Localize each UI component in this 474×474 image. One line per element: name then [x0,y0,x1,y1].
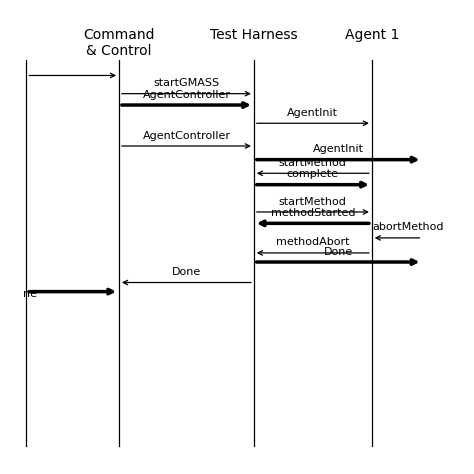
Text: Test Harness: Test Harness [210,27,298,42]
Text: methodAbort: methodAbort [276,237,350,247]
Text: startMethod: startMethod [279,197,347,207]
Text: AgentInit: AgentInit [287,108,338,118]
Text: AgentInit: AgentInit [313,144,364,154]
Text: complete: complete [287,169,339,179]
Text: ne: ne [23,289,37,299]
Text: AgentController: AgentController [143,90,230,100]
Text: Agent 1: Agent 1 [345,27,399,42]
Text: startGMASS: startGMASS [154,78,219,88]
Text: AgentController: AgentController [143,130,230,140]
Text: abortMethod: abortMethod [372,222,443,232]
Text: startMethod: startMethod [279,158,347,168]
Text: Done: Done [323,246,353,256]
Text: Done: Done [172,267,201,277]
Text: Command
& Control: Command & Control [83,27,155,58]
Text: methodStarted: methodStarted [271,208,355,218]
